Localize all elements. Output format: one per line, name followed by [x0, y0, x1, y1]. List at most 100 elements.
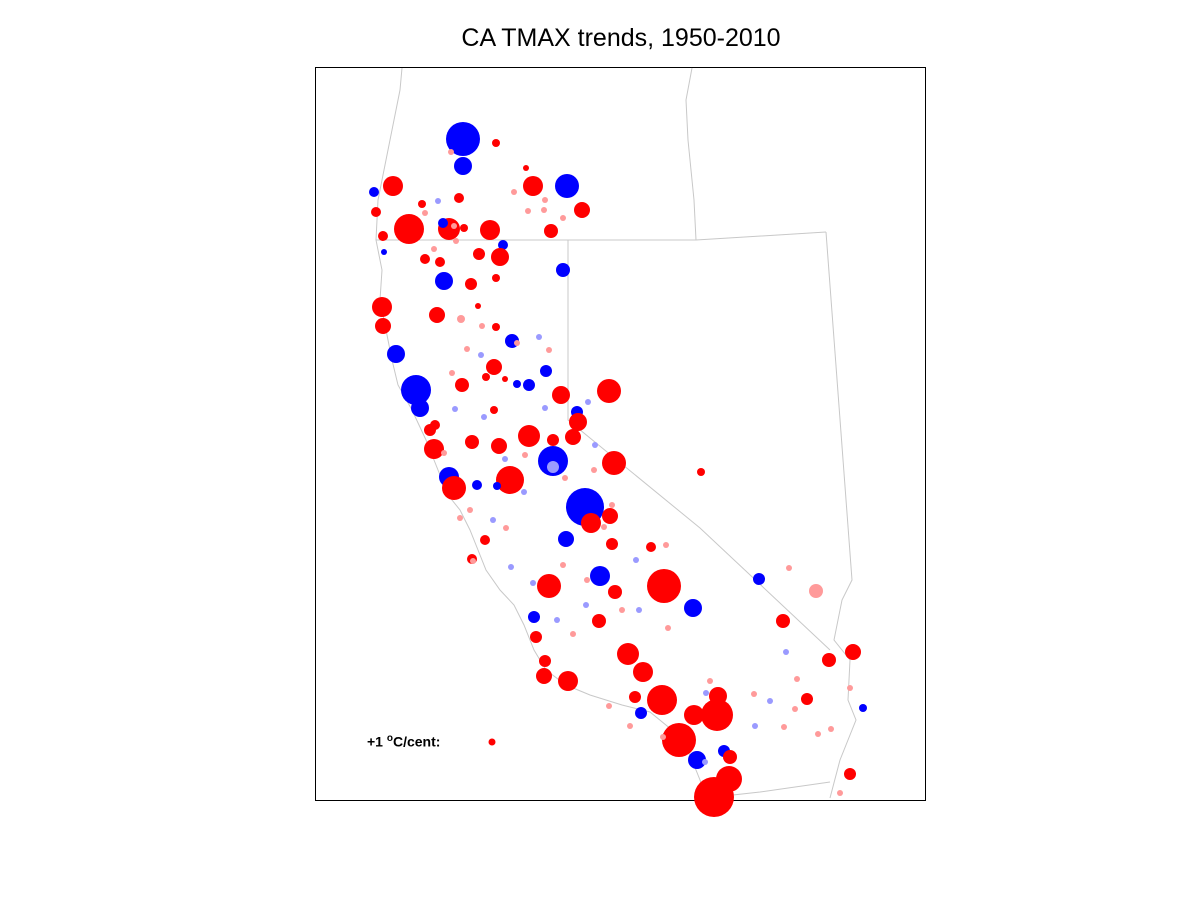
station-marker — [493, 482, 501, 490]
station-marker — [697, 468, 705, 476]
station-marker — [522, 452, 528, 458]
station-marker — [394, 214, 424, 244]
station-marker — [547, 434, 559, 446]
station-marker — [794, 676, 800, 682]
station-marker — [558, 531, 574, 547]
legend-prefix: +1 — [367, 733, 387, 750]
station-marker — [460, 224, 468, 232]
station-marker — [570, 631, 576, 637]
station-marker — [558, 671, 578, 691]
station-marker — [475, 303, 481, 309]
station-marker — [502, 376, 508, 382]
station-marker — [457, 515, 463, 521]
station-marker — [701, 699, 733, 731]
legend-suffix: C/cent: — [392, 733, 441, 750]
station-marker — [511, 189, 517, 195]
station-marker — [383, 176, 403, 196]
station-marker — [565, 429, 581, 445]
legend-degree: o — [386, 733, 393, 744]
station-marker — [560, 215, 566, 221]
station-marker — [541, 207, 547, 213]
station-marker — [375, 318, 391, 334]
station-marker — [503, 525, 509, 531]
station-marker — [606, 538, 618, 550]
station-marker — [815, 731, 821, 737]
station-marker — [435, 198, 441, 204]
page-title: CA TMAX trends, 1950-2010 — [461, 24, 781, 52]
station-marker — [554, 617, 560, 623]
or-id-border — [685, 67, 697, 241]
station-marker — [828, 726, 834, 732]
station-marker — [703, 690, 709, 696]
station-marker — [479, 323, 485, 329]
station-marker — [707, 678, 713, 684]
map-frame — [315, 67, 926, 801]
station-marker — [431, 246, 437, 252]
station-marker — [496, 466, 524, 494]
station-marker — [606, 703, 612, 709]
legend-label: +1 oC/cent: — [367, 733, 440, 750]
station-marker — [684, 599, 702, 617]
station-marker — [602, 508, 618, 524]
station-marker — [528, 611, 540, 623]
station-marker — [424, 424, 436, 436]
station-marker — [702, 759, 708, 765]
station-marker — [418, 200, 426, 208]
station-marker — [562, 475, 568, 481]
station-marker — [536, 668, 552, 684]
station-marker — [546, 347, 552, 353]
station-marker — [411, 399, 429, 417]
station-marker — [521, 489, 527, 495]
station-marker — [464, 346, 470, 352]
station-marker — [498, 240, 508, 250]
station-marker — [646, 542, 656, 552]
station-marker — [753, 573, 765, 585]
station-marker — [601, 524, 607, 530]
station-marker — [542, 405, 548, 411]
station-marker — [371, 207, 381, 217]
station-marker — [455, 378, 469, 392]
state-borders — [375, 67, 857, 799]
station-marker — [602, 451, 626, 475]
station-marker — [590, 566, 610, 586]
station-marker — [629, 691, 641, 703]
station-marker — [472, 480, 482, 490]
station-marker — [454, 157, 472, 175]
station-marker — [767, 698, 773, 704]
station-marker — [786, 565, 792, 571]
station-marker — [480, 535, 490, 545]
station-marker — [547, 461, 559, 473]
station-marker — [635, 707, 647, 719]
station-marker — [536, 334, 542, 340]
station-marker — [633, 662, 653, 682]
station-marker — [752, 723, 758, 729]
station-marker — [490, 406, 498, 414]
station-marker — [429, 307, 445, 323]
station-marker — [609, 502, 615, 508]
station-marker — [608, 585, 622, 599]
nv-ut-border — [825, 231, 857, 799]
station-marker — [647, 685, 677, 715]
station-marker — [663, 542, 669, 548]
station-marker — [448, 149, 454, 155]
station-marker — [470, 558, 476, 564]
station-marker — [480, 220, 500, 240]
legend-marker — [488, 738, 496, 746]
station-marker — [544, 224, 558, 238]
station-marker — [584, 577, 590, 583]
station-marker — [723, 750, 737, 764]
station-marker — [592, 614, 606, 628]
station-marker — [449, 370, 455, 376]
station-marker — [481, 414, 487, 420]
station-marker — [530, 580, 536, 586]
station-marker — [647, 569, 681, 603]
station-marker — [491, 248, 509, 266]
station-marker — [518, 425, 540, 447]
station-marker — [523, 379, 535, 391]
station-marker — [490, 517, 496, 523]
station-marker — [482, 373, 490, 381]
station-marker — [844, 768, 856, 780]
station-marker — [556, 263, 570, 277]
station-marker — [801, 693, 813, 705]
station-marker — [583, 602, 589, 608]
